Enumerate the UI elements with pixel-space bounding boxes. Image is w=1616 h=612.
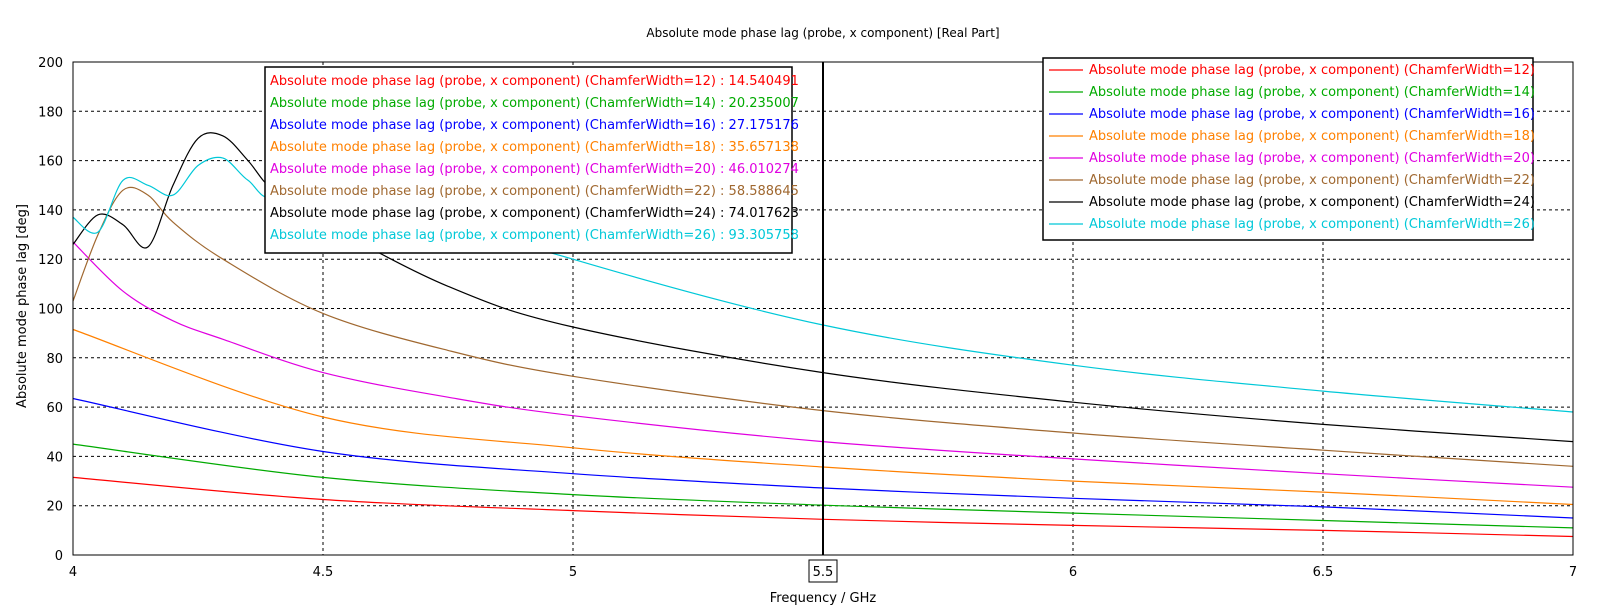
legend: Absolute mode phase lag (probe, x compon… [1042,57,1535,241]
y-tick-label: 100 [38,303,63,318]
y-tick-label: 0 [55,549,63,564]
legend-entry: Absolute mode phase lag (probe, x compon… [1089,85,1535,100]
y-tick-label: 20 [46,500,63,515]
x-axis-label: Frequency / GHz [770,591,877,606]
x-tick-label: 7 [1569,565,1577,580]
readout-entry: Absolute mode phase lag (probe, x compon… [270,140,799,155]
legend-box [1042,57,1534,241]
legend-entry: Absolute mode phase lag (probe, x compon… [1089,173,1535,188]
readout-entry: Absolute mode phase lag (probe, x compon… [270,74,799,89]
readout-box [264,66,793,254]
readout-entry: Absolute mode phase lag (probe, x compon… [270,228,799,243]
y-tick-label: 40 [46,450,63,465]
y-ticks: 0 20 40 60 80 100 120 140 160 180 200 [38,56,63,564]
x-tick-label: 5 [569,565,577,580]
y-tick-label: 180 [38,105,63,120]
y-tick-label: 200 [38,56,63,71]
x-tick-label: 6.5 [1313,565,1334,580]
readout-entry: Absolute mode phase lag (probe, x compon… [270,118,799,133]
legend-entry: Absolute mode phase lag (probe, x compon… [1089,63,1535,78]
x-tick-label: 6 [1069,565,1077,580]
readout-entry: Absolute mode phase lag (probe, x compon… [270,162,799,177]
y-tick-label: 80 [46,352,63,367]
y-tick-label: 60 [46,401,63,416]
readout-entry: Absolute mode phase lag (probe, x compon… [270,184,799,199]
chart-title: Absolute mode phase lag (probe, x compon… [646,26,999,40]
x-tick-label: 4 [69,565,77,580]
marker-label: 5.5 [813,565,834,580]
legend-entry: Absolute mode phase lag (probe, x compon… [1089,217,1535,232]
series-line-5 [72,241,1574,488]
marker-label-box[interactable] [808,559,838,583]
legend-entry: Absolute mode phase lag (probe, x compon… [1089,129,1535,144]
legend-entry: Absolute mode phase lag (probe, x compon… [1089,151,1535,166]
marker-readout: Absolute mode phase lag (probe, x compon… [264,66,799,254]
x-ticks: 4 4.5 5 6 6.5 7 [69,565,1577,580]
y-tick-label: 140 [38,204,63,219]
x-tick-label: 4.5 [313,565,334,580]
readout-entry: Absolute mode phase lag (probe, x compon… [270,206,799,221]
y-tick-label: 120 [38,253,63,268]
legend-entry: Absolute mode phase lag (probe, x compon… [1089,195,1535,210]
y-tick-label: 160 [38,155,63,170]
legend-entry: Absolute mode phase lag (probe, x compon… [1089,107,1535,122]
readout-entry: Absolute mode phase lag (probe, x compon… [270,96,799,111]
y-axis-label: Absolute mode phase lag [deg] [15,204,30,408]
series-line-6 [72,186,1574,467]
